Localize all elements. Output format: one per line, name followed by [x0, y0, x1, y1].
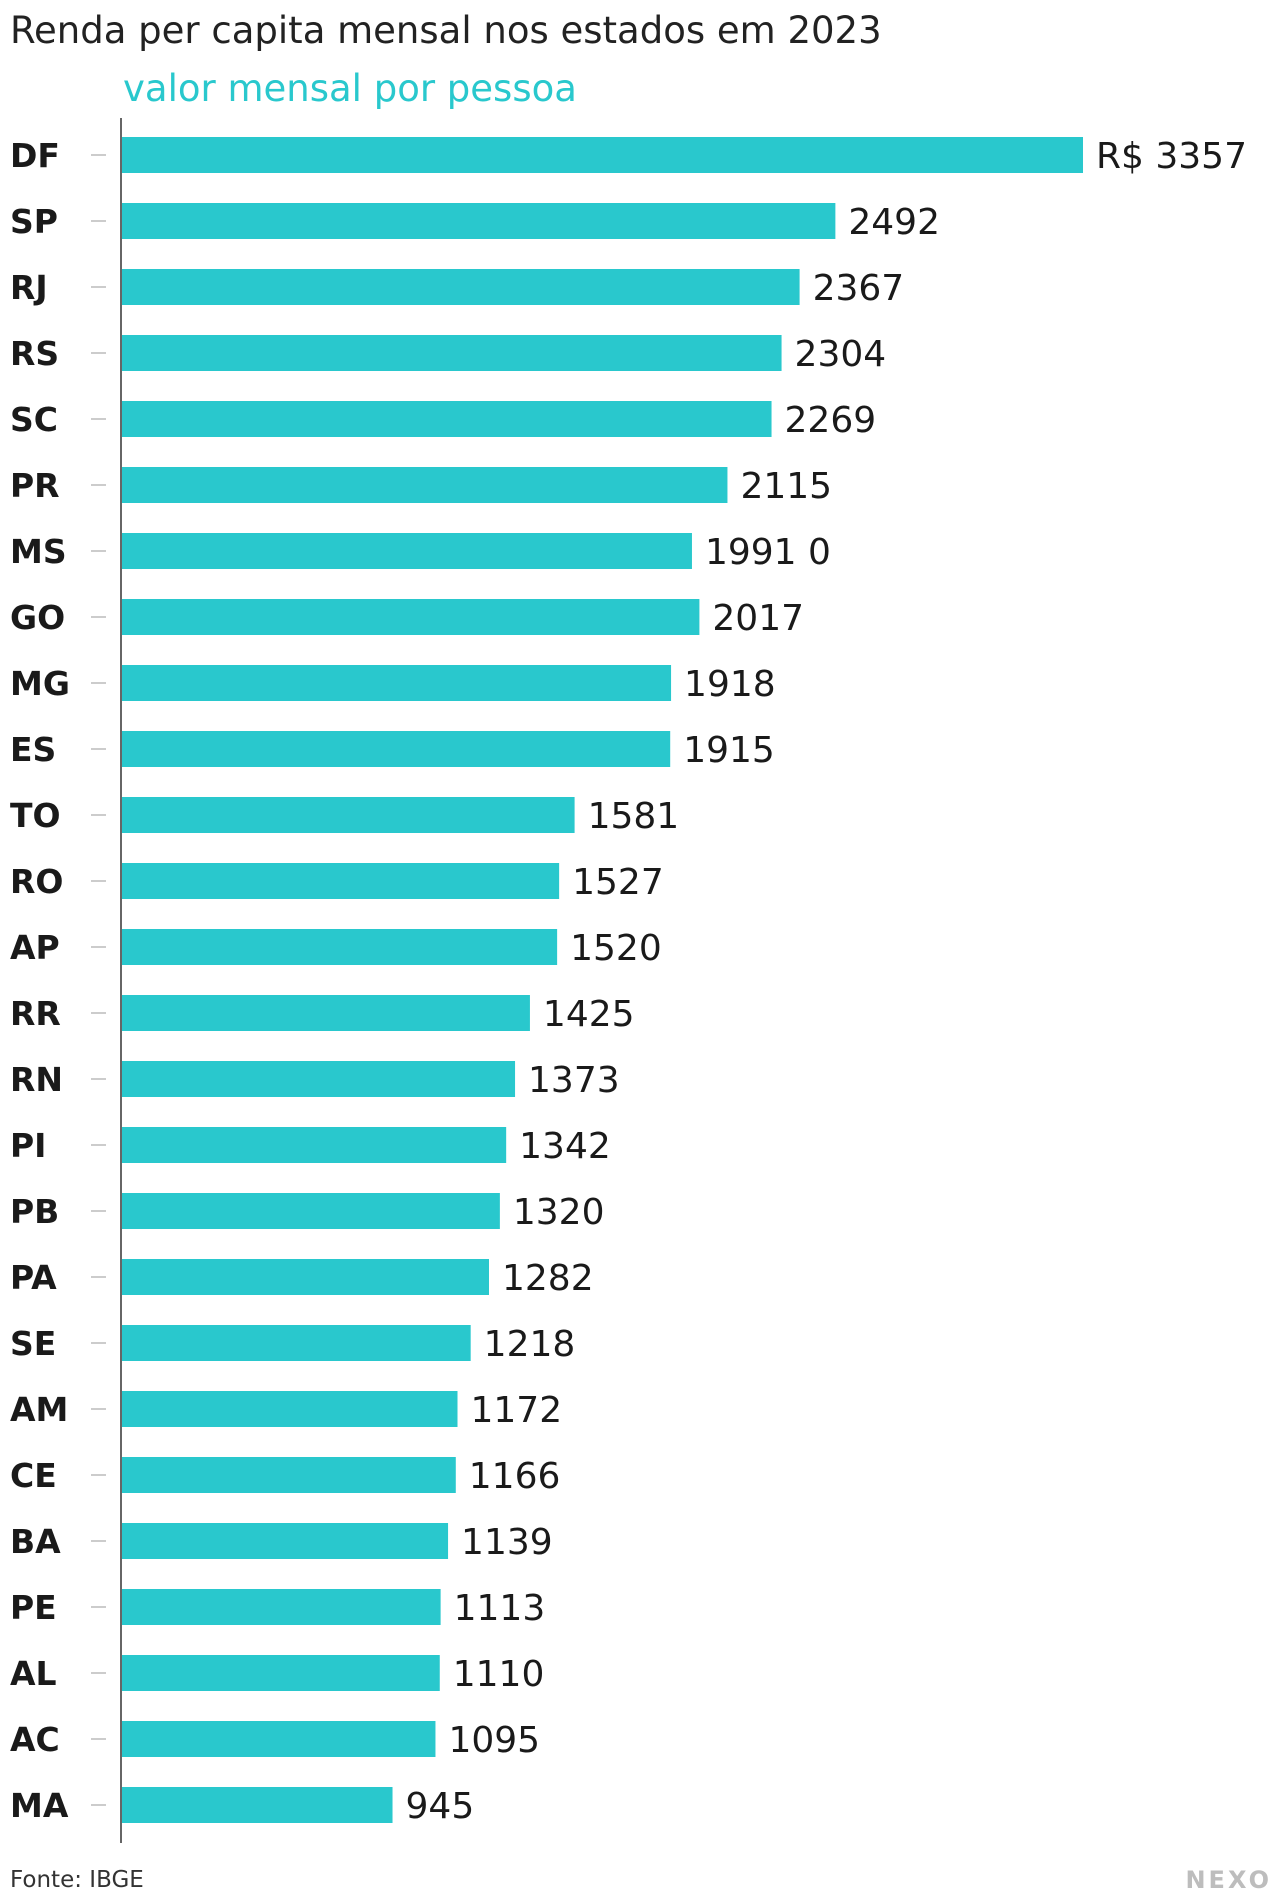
value-label-rr: 1425: [543, 994, 635, 1035]
category-label-rr: RR: [10, 994, 61, 1033]
value-label-pb: 1320: [513, 1192, 605, 1233]
bar-es: [122, 731, 671, 767]
value-label-ma: 945: [406, 1786, 475, 1827]
category-label-pi: PI: [10, 1126, 46, 1165]
category-label-to: TO: [10, 796, 61, 835]
bar-go: [122, 599, 700, 635]
value-label-sp: 2492: [848, 202, 940, 243]
value-label-ms: 1991 0: [705, 532, 831, 573]
bar-sp: [122, 203, 836, 239]
value-label-se: 1218: [484, 1324, 576, 1365]
category-label-al: AL: [10, 1654, 57, 1693]
chart-subtitle: valor mensal por pessoa: [123, 67, 577, 110]
value-label-go: 2017: [712, 598, 804, 639]
category-label-ms: MS: [10, 532, 67, 571]
chart-title: Renda per capita mensal nos estados em 2…: [10, 9, 882, 52]
source-note: Fonte: IBGE: [10, 1867, 144, 1893]
category-label-ac: AC: [10, 1720, 60, 1759]
category-label-pe: PE: [10, 1588, 57, 1627]
bar-sc: [122, 401, 772, 437]
bar-se: [122, 1325, 471, 1361]
category-label-df: DF: [10, 136, 60, 175]
value-label-rj: 2367: [813, 268, 905, 309]
bar-pb: [122, 1193, 500, 1229]
bar-ba: [122, 1523, 449, 1559]
value-label-sc: 2269: [785, 400, 877, 441]
category-label-se: SE: [10, 1324, 56, 1363]
value-label-am: 1172: [471, 1390, 563, 1431]
bar-rs: [122, 335, 782, 371]
category-label-ro: RO: [10, 862, 63, 901]
category-label-go: GO: [10, 598, 65, 637]
value-label-df: R$ 3357: [1096, 136, 1247, 177]
value-label-ce: 1166: [469, 1456, 561, 1497]
bar-al: [122, 1655, 440, 1691]
category-label-rj: RJ: [10, 268, 48, 307]
bar-pe: [122, 1589, 441, 1625]
value-label-pr: 2115: [740, 466, 832, 507]
category-label-pb: PB: [10, 1192, 59, 1231]
bar-ap: [122, 929, 558, 965]
bar-ce: [122, 1457, 456, 1493]
bar-df: [122, 137, 1083, 173]
value-label-to: 1581: [588, 796, 680, 837]
bar-ac: [122, 1721, 436, 1757]
category-label-pa: PA: [10, 1258, 57, 1297]
value-label-rn: 1373: [528, 1060, 620, 1101]
bars-group: DF R$ 3357 SP 2492 RJ 2367 RS 2304 SC 2269 PR 2115 M…: [10, 136, 1247, 1827]
bar-rj: [122, 269, 800, 305]
bar-pi: [122, 1127, 507, 1163]
value-label-mg: 1918: [684, 664, 776, 705]
bar-rn: [122, 1061, 516, 1097]
bar-to: [122, 797, 575, 833]
value-label-pe: 1113: [454, 1588, 546, 1629]
bar-pr: [122, 467, 728, 503]
value-label-pa: 1282: [502, 1258, 594, 1299]
category-label-am: AM: [10, 1390, 68, 1429]
bar-mg: [122, 665, 672, 701]
category-label-ap: AP: [10, 928, 60, 967]
value-label-ac: 1095: [448, 1720, 540, 1761]
value-label-es: 1915: [683, 730, 775, 771]
category-label-ce: CE: [10, 1456, 57, 1495]
category-label-sp: SP: [10, 202, 58, 241]
bar-ma: [122, 1787, 393, 1823]
category-label-pr: PR: [10, 466, 60, 505]
bar-ro: [122, 863, 560, 899]
value-label-ro: 1527: [572, 862, 664, 903]
nexo-logo: NEXO: [1185, 1866, 1272, 1894]
value-label-al: 1110: [453, 1654, 545, 1695]
bar-pa: [122, 1259, 489, 1295]
value-label-pi: 1342: [519, 1126, 611, 1167]
value-label-ap: 1520: [570, 928, 662, 969]
bar-rr: [122, 995, 530, 1031]
category-label-es: ES: [10, 730, 56, 769]
category-label-rn: RN: [10, 1060, 63, 1099]
bar-ms: [122, 533, 692, 569]
category-label-sc: SC: [10, 400, 58, 439]
category-label-mg: MG: [10, 664, 70, 703]
category-label-ma: MA: [10, 1786, 69, 1825]
category-label-ba: BA: [10, 1522, 61, 1561]
bar-am: [122, 1391, 458, 1427]
value-label-ba: 1139: [461, 1522, 553, 1563]
value-label-rs: 2304: [795, 334, 887, 375]
category-label-rs: RS: [10, 334, 59, 373]
